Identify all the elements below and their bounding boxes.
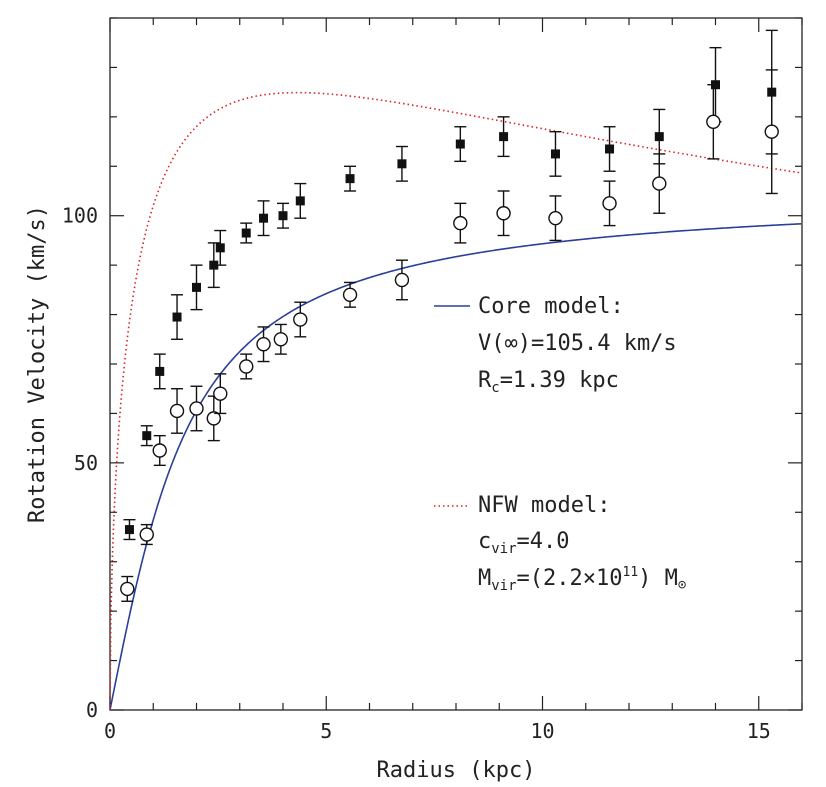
- x-tick-label: 10: [530, 719, 554, 743]
- data-point-circle: [139, 527, 154, 542]
- data-point-square: [550, 149, 560, 159]
- data-point-square: [259, 213, 269, 223]
- x-tick-label: 15: [747, 719, 771, 743]
- data-point-square: [124, 525, 134, 535]
- model-curves: [109, 91, 802, 711]
- legend-nfw-title: NFW model:: [478, 493, 610, 518]
- data-point-square: [241, 228, 251, 238]
- data-point-circle: [394, 272, 410, 288]
- data-point-circle: [602, 196, 617, 211]
- x-tick-label: 0: [104, 719, 116, 743]
- legend-core-model: Core model: V(∞)=105.4 km/s Rc=1.39 kpc: [434, 294, 677, 396]
- plot-frame: [109, 17, 803, 711]
- core-model-curve: [109, 223, 802, 711]
- data-point-circle: [120, 581, 135, 597]
- legend-nfw-cvir: cvir=4.0: [478, 529, 570, 557]
- data-point-circle: [152, 443, 167, 458]
- data-point-circle: [548, 210, 563, 226]
- y-tick-label: 50: [74, 451, 98, 475]
- data-point-circle: [189, 401, 204, 416]
- x-tick-label: 5: [320, 719, 332, 743]
- data-point-circle: [342, 287, 358, 302]
- data-point-square: [155, 366, 165, 376]
- data-point-square: [605, 144, 615, 154]
- legend-nfw-mvir: Mvir=(2.2×1011) M⊙: [478, 565, 687, 594]
- data-point-square: [278, 211, 288, 221]
- data-point-circle: [273, 332, 289, 347]
- data-point-square: [499, 132, 509, 142]
- data-points: [120, 29, 779, 602]
- data-point-square: [455, 139, 465, 149]
- y-axis-title: Rotation Velocity (km/s): [25, 205, 50, 523]
- data-point-circle: [256, 337, 271, 352]
- x-axis-title: Radius (kpc): [377, 758, 536, 783]
- data-point-square: [654, 132, 664, 142]
- data-point-square: [215, 243, 225, 253]
- data-point-circle: [496, 206, 511, 221]
- data-point-circle: [293, 312, 308, 327]
- data-point-circle: [206, 411, 222, 426]
- legend-core-title: Core model:: [478, 294, 624, 319]
- data-point-square: [209, 260, 219, 270]
- data-point-square: [295, 196, 305, 206]
- data-point-circle: [213, 386, 228, 401]
- axis-ticks: 0 5 10 15 0 50 100: [62, 17, 803, 743]
- data-point-square: [142, 431, 152, 441]
- data-point-square: [345, 174, 355, 184]
- data-point-circle: [764, 124, 779, 139]
- data-point-circle: [453, 215, 468, 231]
- data-point-square: [397, 159, 407, 169]
- y-tick-label: 100: [62, 204, 98, 228]
- legend-nfw-model: NFW model: cvir=4.0 Mvir=(2.2×1011) M⊙: [434, 493, 687, 594]
- data-point-square: [192, 282, 201, 292]
- data-point-circle: [169, 403, 185, 419]
- data-point-square: [172, 312, 182, 322]
- data-point-circle: [652, 176, 667, 191]
- y-tick-label: 0: [86, 698, 98, 722]
- data-point-circle: [239, 359, 254, 374]
- data-point-circle: [706, 114, 721, 130]
- legend-core-vinf: V(∞)=105.4 km/s: [478, 331, 677, 356]
- legend-core-rc: Rc=1.39 kpc: [478, 368, 619, 396]
